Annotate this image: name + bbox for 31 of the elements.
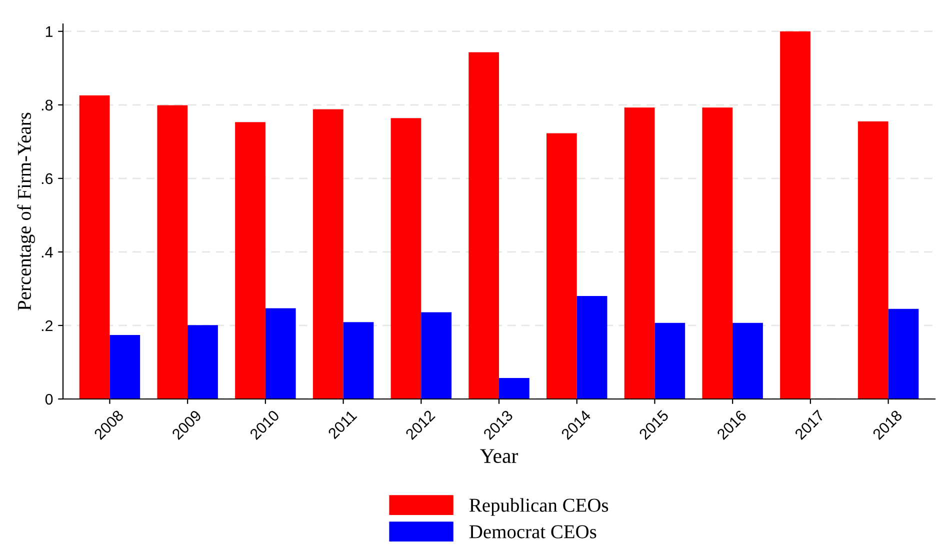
bar — [546, 133, 577, 399]
y-tick-label: 0 — [45, 394, 53, 405]
y-tick-label: .8 — [42, 100, 53, 111]
bar — [421, 312, 452, 399]
bar — [157, 105, 188, 399]
x-axis-title: Year — [480, 449, 518, 464]
bar — [654, 322, 686, 399]
bar — [110, 335, 140, 399]
bar — [343, 322, 374, 399]
y-tick-label: .2 — [42, 320, 53, 332]
bar — [576, 296, 608, 399]
bar — [732, 322, 763, 399]
bar — [858, 121, 888, 399]
bar — [624, 107, 655, 399]
legend-label: Republican CEOs — [469, 498, 608, 516]
bar — [468, 52, 499, 399]
bar — [888, 308, 919, 399]
y-tick-label: .4 — [42, 246, 53, 258]
y-axis-title: Percentage of Firm-Years — [17, 112, 35, 310]
legend-label: Democrat CEOs — [469, 525, 596, 538]
bar — [702, 107, 733, 399]
bar — [265, 308, 296, 399]
bar — [390, 118, 422, 399]
bar — [780, 31, 810, 399]
bar — [79, 95, 110, 399]
y-tick-label: 1 — [46, 26, 53, 37]
bar — [499, 378, 530, 399]
bar — [188, 325, 218, 399]
bar — [235, 122, 266, 399]
bar — [312, 109, 344, 399]
y-tick-label: .6 — [42, 173, 53, 184]
